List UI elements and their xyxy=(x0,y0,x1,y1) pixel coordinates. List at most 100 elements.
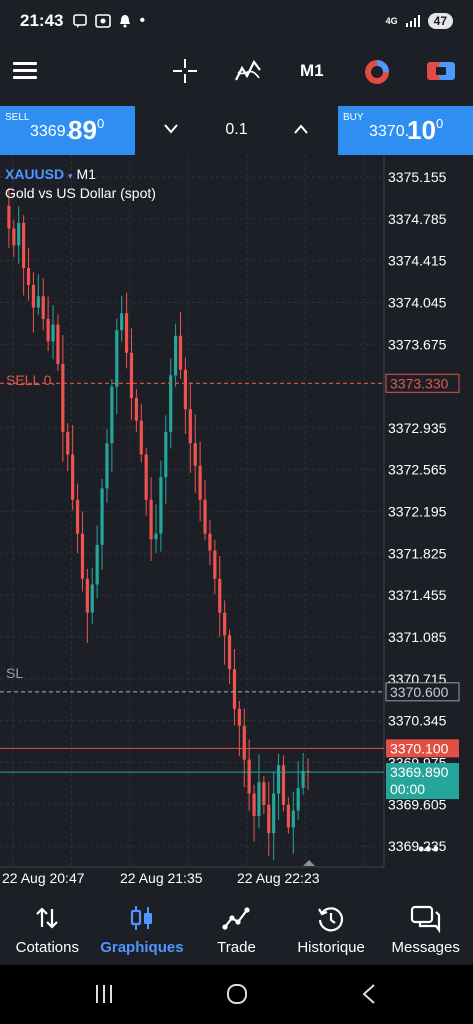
buy-button[interactable]: BUY 3370. 10 0 xyxy=(338,106,473,155)
one-click-trading-bar: SELL 3369. 89 0 0.1 BUY 3370. 10 0 xyxy=(0,106,473,155)
bar-timer-label: 00:00 xyxy=(390,781,425,797)
buy-price-big: 10 xyxy=(407,115,436,145)
candle-body xyxy=(100,488,104,545)
notification-icons: • xyxy=(73,12,145,30)
candle-body xyxy=(227,635,232,670)
candle-body xyxy=(218,578,222,613)
stop-loss-price-tag xyxy=(385,682,460,702)
stop-loss-label[interactable]: SL xyxy=(6,665,24,681)
stop-loss-price-label: 3370.600 xyxy=(390,684,449,700)
indicators-icon[interactable] xyxy=(234,58,262,84)
trade-line-icon xyxy=(222,907,251,930)
system-navigation-bar xyxy=(0,965,473,1024)
candle-body xyxy=(105,443,109,489)
candle-body xyxy=(208,533,212,551)
candle-body xyxy=(61,364,65,432)
price-tick-label: 3369.235 xyxy=(388,838,447,854)
nav-charts-label: Graphiques xyxy=(100,939,184,956)
more-options-icon[interactable]: ••• xyxy=(418,839,440,859)
sell-price-sup: 0 xyxy=(97,116,105,131)
candle-body xyxy=(257,782,261,817)
crosshair-icon[interactable] xyxy=(172,58,198,84)
buy-label: BUY xyxy=(343,112,364,123)
candle-body xyxy=(12,228,16,246)
candle-body xyxy=(198,465,202,500)
time-tick-label: 22 Aug 22:23 xyxy=(237,870,320,886)
candle-body xyxy=(149,499,153,540)
candle-body xyxy=(36,296,40,308)
candle-body xyxy=(17,222,21,246)
candle-body xyxy=(267,804,271,834)
signals-icon[interactable] xyxy=(363,58,391,86)
candle-body xyxy=(90,584,94,613)
candle-body xyxy=(56,324,60,365)
time-tick-label: 22 Aug 21:35 xyxy=(120,870,203,886)
chevron-down-icon[interactable] xyxy=(164,124,178,134)
candle-body xyxy=(183,369,188,410)
price-tick-label: 3371.455 xyxy=(388,587,447,603)
bottom-navigation: Cotations Graphiques Trade Historique xyxy=(0,893,473,965)
home-icon[interactable] xyxy=(226,983,248,1005)
new-order-icon[interactable] xyxy=(427,60,455,82)
candle-body xyxy=(178,335,183,370)
history-clock-icon xyxy=(318,907,344,932)
quotes-arrows-icon xyxy=(36,907,59,929)
candle-body xyxy=(154,533,158,540)
symbol-name[interactable]: XAUUSD xyxy=(5,166,65,182)
chart-canvas[interactable]: 3375.155 3374.785 3374.415 3374.045 3373.675… xyxy=(0,155,473,893)
sell-order-price-label: 3373.330 xyxy=(390,375,449,391)
candle-body xyxy=(51,324,55,342)
bell-icon xyxy=(120,15,131,28)
chevron-up-icon[interactable] xyxy=(294,124,308,134)
price-tick-label: 3374.785 xyxy=(388,211,447,227)
candle-body xyxy=(26,268,31,285)
candle-body xyxy=(306,770,310,773)
candle-body xyxy=(85,578,89,613)
candle-body xyxy=(281,765,286,805)
nav-quotes[interactable]: Cotations xyxy=(0,893,95,965)
price-tick-label: 3371.825 xyxy=(388,545,447,561)
candle-body xyxy=(296,787,300,811)
timeframe-button[interactable]: M1 xyxy=(300,61,324,80)
nav-messages-label: Messages xyxy=(391,939,460,956)
price-tick-label: 3374.415 xyxy=(388,253,447,269)
candle-body xyxy=(272,793,276,834)
nav-charts[interactable]: Graphiques xyxy=(95,893,190,965)
price-tick-label: 3374.045 xyxy=(388,294,447,310)
candle-body xyxy=(75,499,80,534)
back-icon[interactable] xyxy=(361,983,377,1005)
buy-price-sup: 0 xyxy=(436,116,444,131)
nav-messages[interactable]: Messages xyxy=(378,893,473,965)
candle-body xyxy=(276,765,281,794)
price-tick-label: 3371.085 xyxy=(388,629,447,645)
candle-body xyxy=(247,759,251,794)
sell-order-label[interactable]: SELL 0. xyxy=(6,372,56,388)
candle-body xyxy=(124,313,129,353)
price-chart[interactable]: 3375.155 3374.785 3374.415 3374.045 3373.675… xyxy=(0,155,473,893)
candle-body xyxy=(169,375,173,432)
candle-body xyxy=(139,420,143,455)
sell-button[interactable]: SELL 3369. 89 0 xyxy=(0,106,135,155)
hamburger-menu-icon[interactable] xyxy=(13,62,37,80)
status-right: 4G 47 xyxy=(386,13,453,29)
candle-body xyxy=(95,544,99,585)
price-tick-label: 3372.935 xyxy=(388,420,447,436)
candle-body xyxy=(115,330,119,387)
lot-value[interactable]: 0.1 xyxy=(225,121,248,138)
recent-apps-icon[interactable] xyxy=(93,983,115,1005)
sell-label: SELL xyxy=(5,112,30,123)
time-tick-label: 22 Aug 20:47 xyxy=(2,870,85,886)
symbol-timeframe: M1 xyxy=(76,166,96,182)
symbol-header: XAUUSD ▾ M1 xyxy=(5,166,96,182)
candle-body xyxy=(164,431,168,478)
nav-quotes-label: Cotations xyxy=(15,939,79,956)
nav-history[interactable]: Historique xyxy=(284,893,379,965)
chart-shift-marker xyxy=(303,860,315,866)
nav-trade[interactable]: Trade xyxy=(189,893,284,965)
candle-body xyxy=(41,296,45,319)
screenshot-notification-icon xyxy=(95,14,112,28)
candle-body xyxy=(301,770,305,788)
signal-icon xyxy=(405,15,420,27)
candle-body xyxy=(213,550,217,579)
candle-body xyxy=(174,335,178,376)
